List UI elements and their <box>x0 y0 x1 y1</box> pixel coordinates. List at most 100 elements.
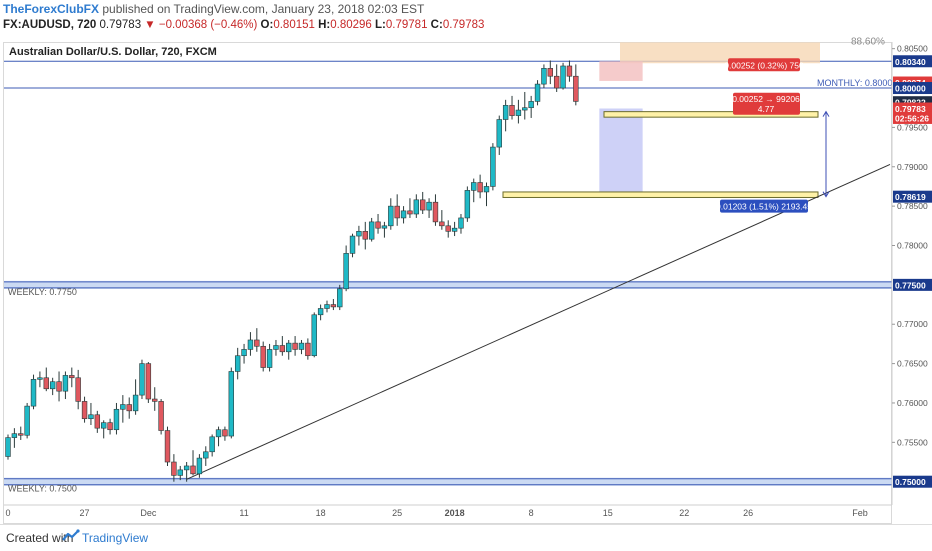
measure-arrow-head-down <box>822 191 830 198</box>
candle-down <box>330 304 337 308</box>
price-zone <box>502 191 819 198</box>
x-tick-label: 2018 <box>445 508 465 518</box>
candle-up <box>132 394 139 412</box>
candle-down <box>553 75 560 89</box>
candle-up <box>541 68 547 85</box>
candle-up <box>349 235 356 254</box>
price-axis-marker: 0.79783 <box>895 104 926 114</box>
price-axis-marker: 02:56:26 <box>895 113 929 123</box>
open-label: O: <box>260 19 274 31</box>
y-tick-label: 0.77000 <box>897 319 928 329</box>
candle-up <box>139 363 145 396</box>
price-axis-marker-box <box>893 82 932 95</box>
candle-down <box>419 199 426 211</box>
x-tick-label: 25 <box>392 508 402 518</box>
candle-up <box>426 201 432 211</box>
short-label-top: 0.00252 (0.32%) 750 <box>724 60 804 70</box>
candle-down <box>69 375 75 379</box>
candle-down <box>305 342 311 357</box>
price-axis-marker-box <box>893 475 932 488</box>
candle-down <box>254 339 260 347</box>
price-axis-marker: 0.80340 <box>895 57 926 67</box>
close-label: C: <box>430 19 443 31</box>
candle-up <box>215 429 222 438</box>
candle-down <box>407 210 413 215</box>
y-tick-label: 0.76000 <box>897 398 928 408</box>
candle-up <box>228 371 234 437</box>
candle-up <box>317 308 324 316</box>
candle-down <box>18 433 24 436</box>
candle-up <box>30 379 37 407</box>
short-label-line-1: 0.00252 → 99206 <box>732 94 800 104</box>
y-tick-label: 0.75500 <box>897 437 928 447</box>
x-tick-label: 26 <box>743 508 753 518</box>
measure-label-box <box>720 199 808 213</box>
candle-up <box>534 83 541 102</box>
candle-down <box>375 221 381 229</box>
chart-title: Australian Dollar/U.S. Dollar, 720, FXCM <box>9 46 217 58</box>
high-value: 0.80296 <box>330 19 372 31</box>
price-axis-marker: 0.80000 <box>895 84 926 94</box>
candle-up <box>241 349 247 357</box>
price-axis-marker-box <box>893 278 932 291</box>
x-tick-label: 11 <box>239 508 248 518</box>
candle-up <box>209 436 215 453</box>
short-target-zone <box>599 108 643 197</box>
candle-up <box>413 199 420 215</box>
weekly-level-band <box>4 477 892 486</box>
candle-down <box>94 414 101 429</box>
x-tick-label: 8 <box>529 508 534 518</box>
candle-up <box>266 349 273 368</box>
candle-up <box>183 465 190 471</box>
candle-up <box>522 107 528 111</box>
candle-up <box>368 221 375 240</box>
author-link[interactable]: TheForexClubFX <box>3 2 100 16</box>
candle-up <box>177 469 183 476</box>
candle-down <box>279 345 286 353</box>
candle-up <box>311 314 317 357</box>
candle-down <box>171 461 177 476</box>
candle-down <box>56 381 62 392</box>
candle-down <box>190 465 196 475</box>
stop-zone <box>620 42 820 64</box>
candle-up <box>298 342 305 350</box>
candle-up <box>24 405 30 436</box>
publish-header: TheForexClubFX published on TradingView.… <box>3 2 424 16</box>
x-tick-label: 0 <box>5 508 10 518</box>
candle-up <box>458 217 464 229</box>
tradingview-brand[interactable]: TradingView <box>82 531 149 545</box>
footer: Created with TradingView <box>0 524 932 551</box>
candle-up <box>381 225 388 229</box>
candle-down <box>566 65 573 77</box>
candle-up <box>471 182 477 191</box>
price-axis-marker: 0.75000 <box>895 477 926 487</box>
candle-up <box>483 186 490 193</box>
candle-down <box>164 430 171 463</box>
candle-down <box>362 231 368 240</box>
x-tick-label: Feb <box>852 508 868 518</box>
symbol-label: FX:AUDUSD, 720 <box>3 19 97 31</box>
y-tick-label: 0.78000 <box>897 240 928 250</box>
candle-up <box>5 437 11 457</box>
candle-up <box>528 101 534 109</box>
x-tick-label: 22 <box>679 508 689 518</box>
candle-up <box>337 288 343 308</box>
candle-down <box>81 401 88 420</box>
candle-down <box>439 221 445 227</box>
candle-up <box>88 414 94 420</box>
candle-up <box>400 210 407 219</box>
y-tick-label: 0.79000 <box>897 162 928 172</box>
x-tick-label: 15 <box>603 508 613 518</box>
short-label-box <box>733 92 800 115</box>
candle-down <box>432 201 439 223</box>
ratio-label: 88.60% <box>851 37 885 48</box>
candle-down <box>573 75 579 102</box>
tradingview-logo-icon[interactable] <box>62 529 80 543</box>
price-axis-marker-box <box>893 102 932 115</box>
candle-down <box>222 429 228 437</box>
measure-label: 0.01203 (1.51%) 2193.45 <box>716 202 812 212</box>
publish-info: published on TradingView.com, January 23… <box>102 2 425 16</box>
candle-up <box>502 105 509 120</box>
candle-up <box>11 433 18 438</box>
